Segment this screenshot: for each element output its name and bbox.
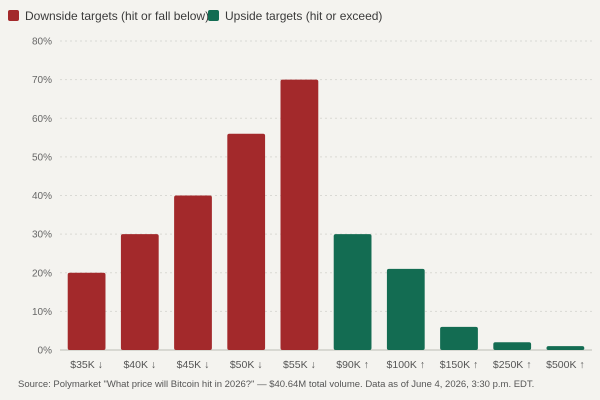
y-tick-label: 10%	[32, 307, 52, 318]
x-tick-label: $150K ↑	[440, 359, 479, 371]
y-tick-label: 20%	[32, 268, 52, 279]
y-tick-label: 50%	[32, 152, 52, 163]
bar-downside	[120, 234, 159, 350]
bar-upside	[546, 346, 585, 350]
x-tick-label: $90K ↑	[336, 359, 369, 371]
x-axis: $35K ↓ $40K ↓ $45K ↓ $50K ↓ $55K ↓ $90K ↑ $100…	[70, 359, 584, 371]
legend-swatch-upside	[208, 10, 219, 21]
y-tick-label: 0%	[38, 346, 53, 357]
bar-downside	[67, 272, 106, 350]
bar-downside	[174, 195, 212, 350]
y-tick-label: 30%	[32, 230, 52, 241]
y-tick-label: 70%	[32, 75, 52, 86]
y-tick-label: 40%	[32, 191, 52, 202]
legend: Downside targets (hit or fall below) Ups…	[8, 9, 382, 23]
legend-label-upside: Upside targets (hit or exceed)	[225, 9, 382, 23]
x-tick-label: $500K ↑	[546, 359, 585, 371]
bar-upside	[386, 268, 425, 350]
bar-upside	[493, 342, 532, 350]
y-tick-label: 60%	[32, 114, 52, 125]
bars	[67, 79, 585, 350]
bar-upside	[440, 326, 478, 350]
source-note: Source: Polymarket "What price will Bitc…	[18, 379, 534, 390]
legend-label-downside: Downside targets (hit or fall below)	[25, 9, 209, 23]
x-tick-label: $40K ↓	[123, 359, 156, 371]
x-tick-label: $45K ↓	[177, 359, 210, 371]
x-tick-label: $50K ↓	[230, 359, 263, 371]
bar-downside	[280, 79, 319, 350]
x-tick-label: $35K ↓	[70, 359, 103, 371]
x-tick-label: $250K ↑	[493, 359, 532, 371]
bar-upside	[333, 234, 372, 350]
y-axis: 0% 10% 20% 30% 40% 50% 60% 70% 80%	[32, 37, 52, 357]
y-tick-label: 80%	[32, 37, 52, 48]
x-tick-label: $100K ↑	[387, 359, 426, 371]
legend-swatch-downside	[8, 10, 19, 21]
bar-downside	[227, 133, 266, 350]
x-tick-label: $55K ↓	[283, 359, 316, 371]
